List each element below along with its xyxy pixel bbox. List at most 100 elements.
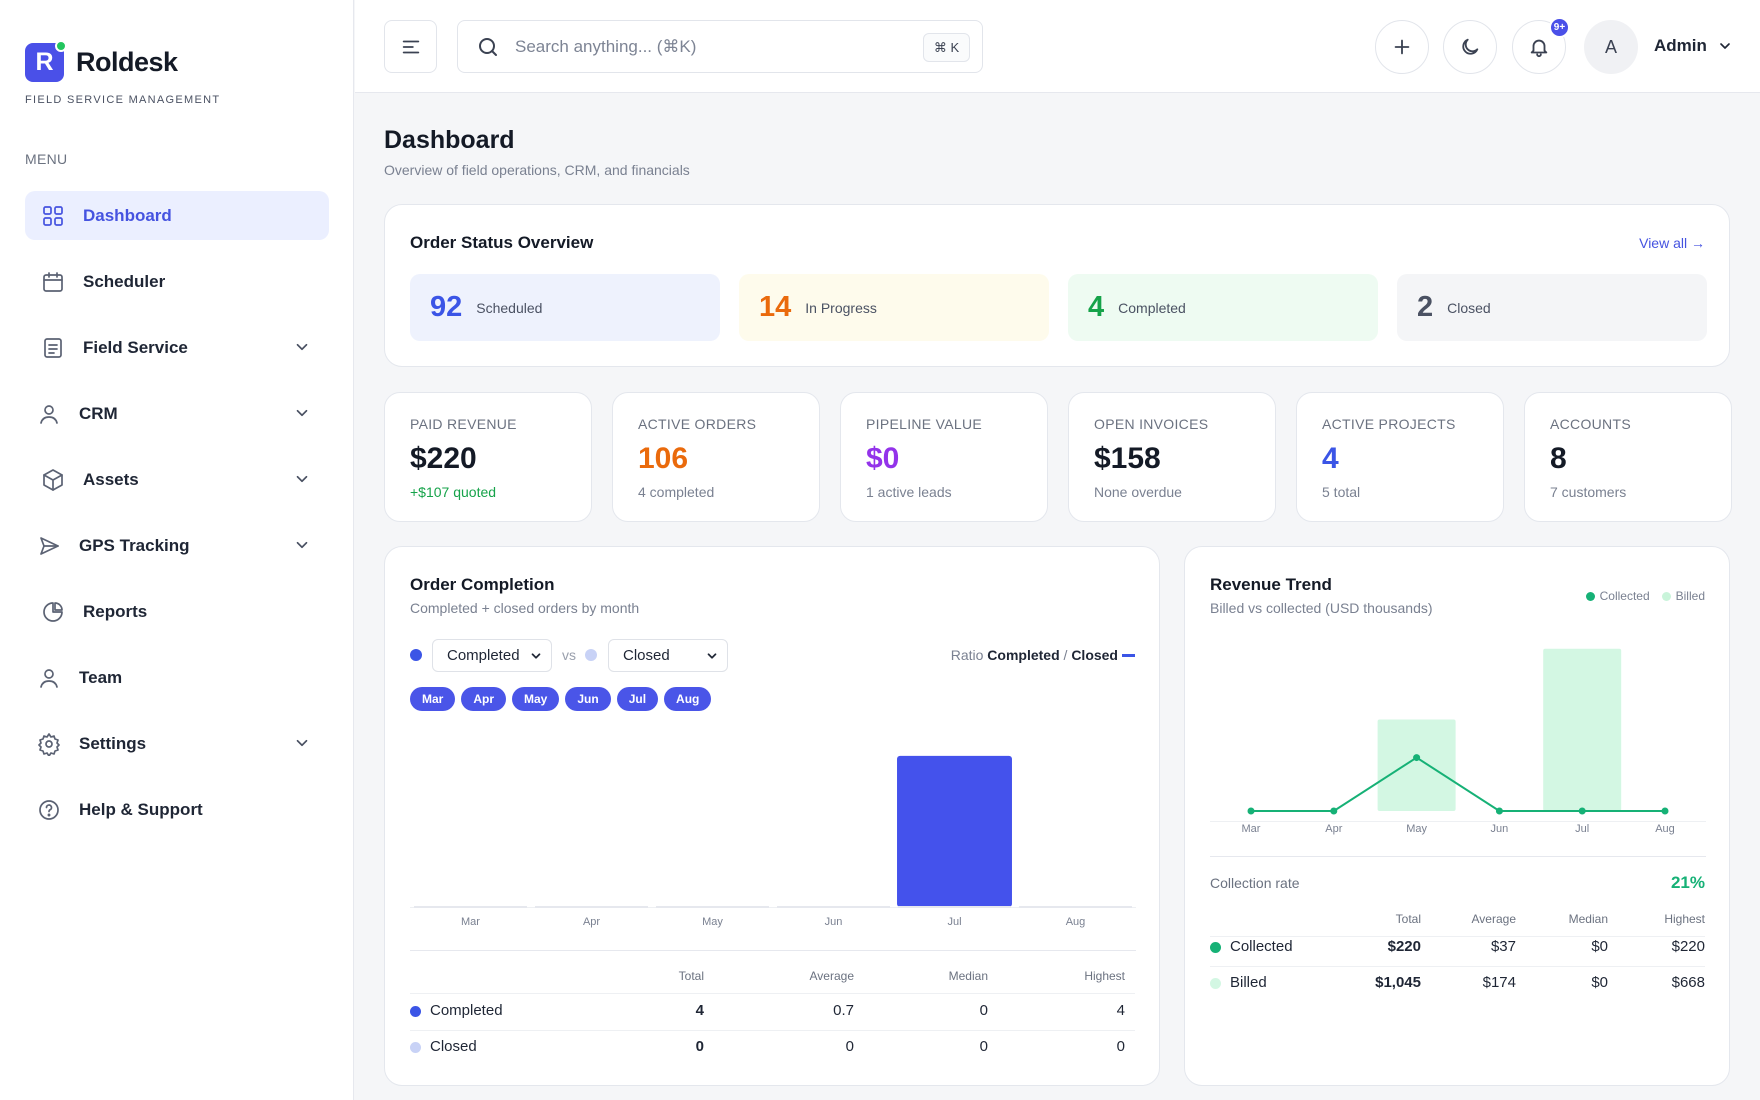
- sidebar-item-gps-tracking[interactable]: GPS Tracking: [25, 521, 329, 570]
- kpi-subtext: None overdue: [1094, 484, 1182, 500]
- sidebar-item-scheduler[interactable]: Scheduler: [25, 257, 329, 306]
- sidebar-item-help-support[interactable]: Help & Support: [25, 785, 329, 834]
- add-button[interactable]: [1375, 20, 1429, 74]
- page-subtitle: Overview of field operations, CRM, and f…: [384, 162, 690, 178]
- series-a-select[interactable]: Completed: [432, 639, 552, 672]
- chevron-down-icon[interactable]: [293, 536, 311, 554]
- point-collected-jun[interactable]: [1495, 807, 1503, 815]
- avatar[interactable]: A: [1584, 20, 1638, 74]
- header-divider: [410, 993, 1135, 994]
- search-input[interactable]: Search anything... (⌘K) ⌘ K: [457, 20, 983, 73]
- month-pill-apr[interactable]: Apr: [461, 687, 507, 711]
- user-icon: [40, 668, 58, 688]
- point-collected-aug[interactable]: [1661, 807, 1669, 815]
- order-status-card: Order Status Overview View all → 92 Sched…: [384, 204, 1730, 367]
- box-icon: [43, 468, 63, 491]
- cell-median: 0: [979, 1002, 988, 1019]
- notifications-button[interactable]: 9+: [1512, 17, 1570, 74]
- brand-logo[interactable]: R Roldesk: [25, 40, 178, 82]
- revenue-trend-subtitle: Billed vs collected (USD thousands): [1210, 600, 1433, 616]
- point-collected-jul[interactable]: [1578, 807, 1586, 815]
- cell-total: $1,045: [1375, 974, 1421, 991]
- sidebar-item-field-service[interactable]: Field Service: [25, 323, 329, 372]
- ratio-a: Completed: [987, 647, 1060, 663]
- chevron-down-icon: [707, 653, 717, 659]
- brand-subtitle: FIELD SERVICE MANAGEMENT: [25, 94, 221, 106]
- series-b-select[interactable]: Closed: [608, 639, 728, 672]
- bar-billed-may[interactable]: [1377, 719, 1456, 811]
- month-filter-pills: Mar Apr May Jun Jul Aug: [410, 687, 712, 711]
- cell-highest: $668: [1671, 974, 1705, 991]
- kpi-label: PAID REVENUE: [410, 416, 517, 432]
- kpi-value: 8: [1550, 442, 1567, 475]
- x-tick-label: Apr: [583, 916, 600, 928]
- sidebar-item-reports[interactable]: Reports: [25, 587, 329, 636]
- user-menu[interactable]: Admin: [1654, 36, 1733, 56]
- point-collected-may[interactable]: [1413, 754, 1421, 762]
- kpi-card-accounts[interactable]: ACCOUNTS 8 7 customers: [1524, 392, 1732, 522]
- sidebar: R Roldesk FIELD SERVICE MANAGEMENT MENU …: [0, 0, 354, 1100]
- logo-status-dot: [55, 40, 67, 52]
- kpi-label: ACCOUNTS: [1550, 416, 1631, 432]
- x-tick-label: Jul: [947, 916, 961, 928]
- table-header: Average: [809, 969, 854, 983]
- theme-toggle-button[interactable]: [1443, 20, 1497, 74]
- sidebar-item-dashboard[interactable]: Dashboard: [25, 191, 329, 240]
- sidebar-item-settings[interactable]: Settings: [25, 719, 329, 768]
- sidebar-item-assets[interactable]: Assets: [25, 455, 329, 504]
- status-tile-completed[interactable]: 4 Completed: [1068, 274, 1378, 341]
- point-collected-mar[interactable]: [1247, 807, 1255, 815]
- point-collected-apr[interactable]: [1330, 807, 1338, 815]
- cell-total: 0: [695, 1038, 704, 1055]
- view-all-link[interactable]: View all →: [1639, 235, 1705, 251]
- legend-billed-dot: [1661, 591, 1671, 601]
- month-pill-may[interactable]: May: [512, 687, 560, 711]
- revenue-trend-card: Revenue Trend Billed vs collected (USD t…: [1184, 546, 1730, 1086]
- chevron-down-icon[interactable]: [293, 404, 311, 422]
- chevron-down-icon[interactable]: [293, 470, 311, 488]
- series-a-select-value: Completed: [447, 647, 520, 664]
- row-label: Billed: [1230, 974, 1267, 991]
- sidebar-item-label: Field Service: [83, 337, 188, 357]
- chevron-down-icon: [1720, 43, 1730, 49]
- cell-median: $0: [1591, 938, 1608, 955]
- status-count: 14: [759, 291, 792, 323]
- x-tick-label: May: [702, 916, 723, 928]
- kpi-card-open-invoices[interactable]: OPEN INVOICES $158 None overdue: [1068, 392, 1276, 522]
- month-pill-jul[interactable]: Jul: [616, 687, 659, 711]
- kpi-card-paid-revenue[interactable]: PAID REVENUE $220 +$107 quoted: [384, 392, 592, 522]
- order-completion-title: Order Completion: [410, 575, 555, 594]
- status-tile-closed[interactable]: 2 Closed: [1397, 274, 1707, 341]
- status-label: In Progress: [805, 299, 877, 316]
- bar-billed-jul[interactable]: [1543, 648, 1622, 811]
- status-tile-in-progress[interactable]: 14 In Progress: [739, 274, 1049, 341]
- kpi-label: PIPELINE VALUE: [866, 416, 982, 432]
- kpi-card-active-projects[interactable]: ACTIVE PROJECTS 4 5 total: [1296, 392, 1504, 522]
- row-label: Closed: [430, 1038, 477, 1055]
- row-label: Completed: [430, 1002, 503, 1019]
- sidebar-item-team[interactable]: Team: [25, 653, 329, 702]
- month-pill-aug[interactable]: Aug: [664, 687, 712, 711]
- cell-average: 0.7: [833, 1002, 854, 1019]
- x-tick-label: Jun: [1491, 823, 1509, 835]
- month-pill-mar[interactable]: Mar: [410, 687, 456, 711]
- bar-completed-jul[interactable]: [897, 755, 1012, 907]
- cell-highest: 4: [1116, 1002, 1125, 1019]
- sidebar-item-label: Settings: [79, 733, 147, 753]
- sidebar-item-label: Dashboard: [83, 205, 172, 225]
- line-collected: [1251, 756, 1665, 812]
- chevron-down-icon[interactable]: [293, 338, 311, 356]
- month-pill-jun[interactable]: Jun: [565, 687, 611, 711]
- sidebar-item-label: GPS Tracking: [79, 535, 190, 555]
- sidebar-item-crm[interactable]: CRM: [25, 389, 329, 438]
- bell-icon: [1530, 39, 1548, 58]
- kpi-card-active-orders[interactable]: ACTIVE ORDERS 106 4 completed: [612, 392, 820, 522]
- kpi-subtext: 5 total: [1322, 484, 1361, 500]
- status-label: Scheduled: [476, 299, 543, 316]
- menu-toggle-button[interactable]: [384, 20, 437, 73]
- status-tile-scheduled[interactable]: 92 Scheduled: [410, 274, 720, 341]
- series-dot: [1210, 978, 1221, 989]
- chevron-down-icon[interactable]: [293, 734, 311, 752]
- sidebar-nav: Dashboard Scheduler Field Service CRM Assets…: [25, 191, 329, 851]
- kpi-card-pipeline-value[interactable]: PIPELINE VALUE $0 1 active leads: [840, 392, 1048, 522]
